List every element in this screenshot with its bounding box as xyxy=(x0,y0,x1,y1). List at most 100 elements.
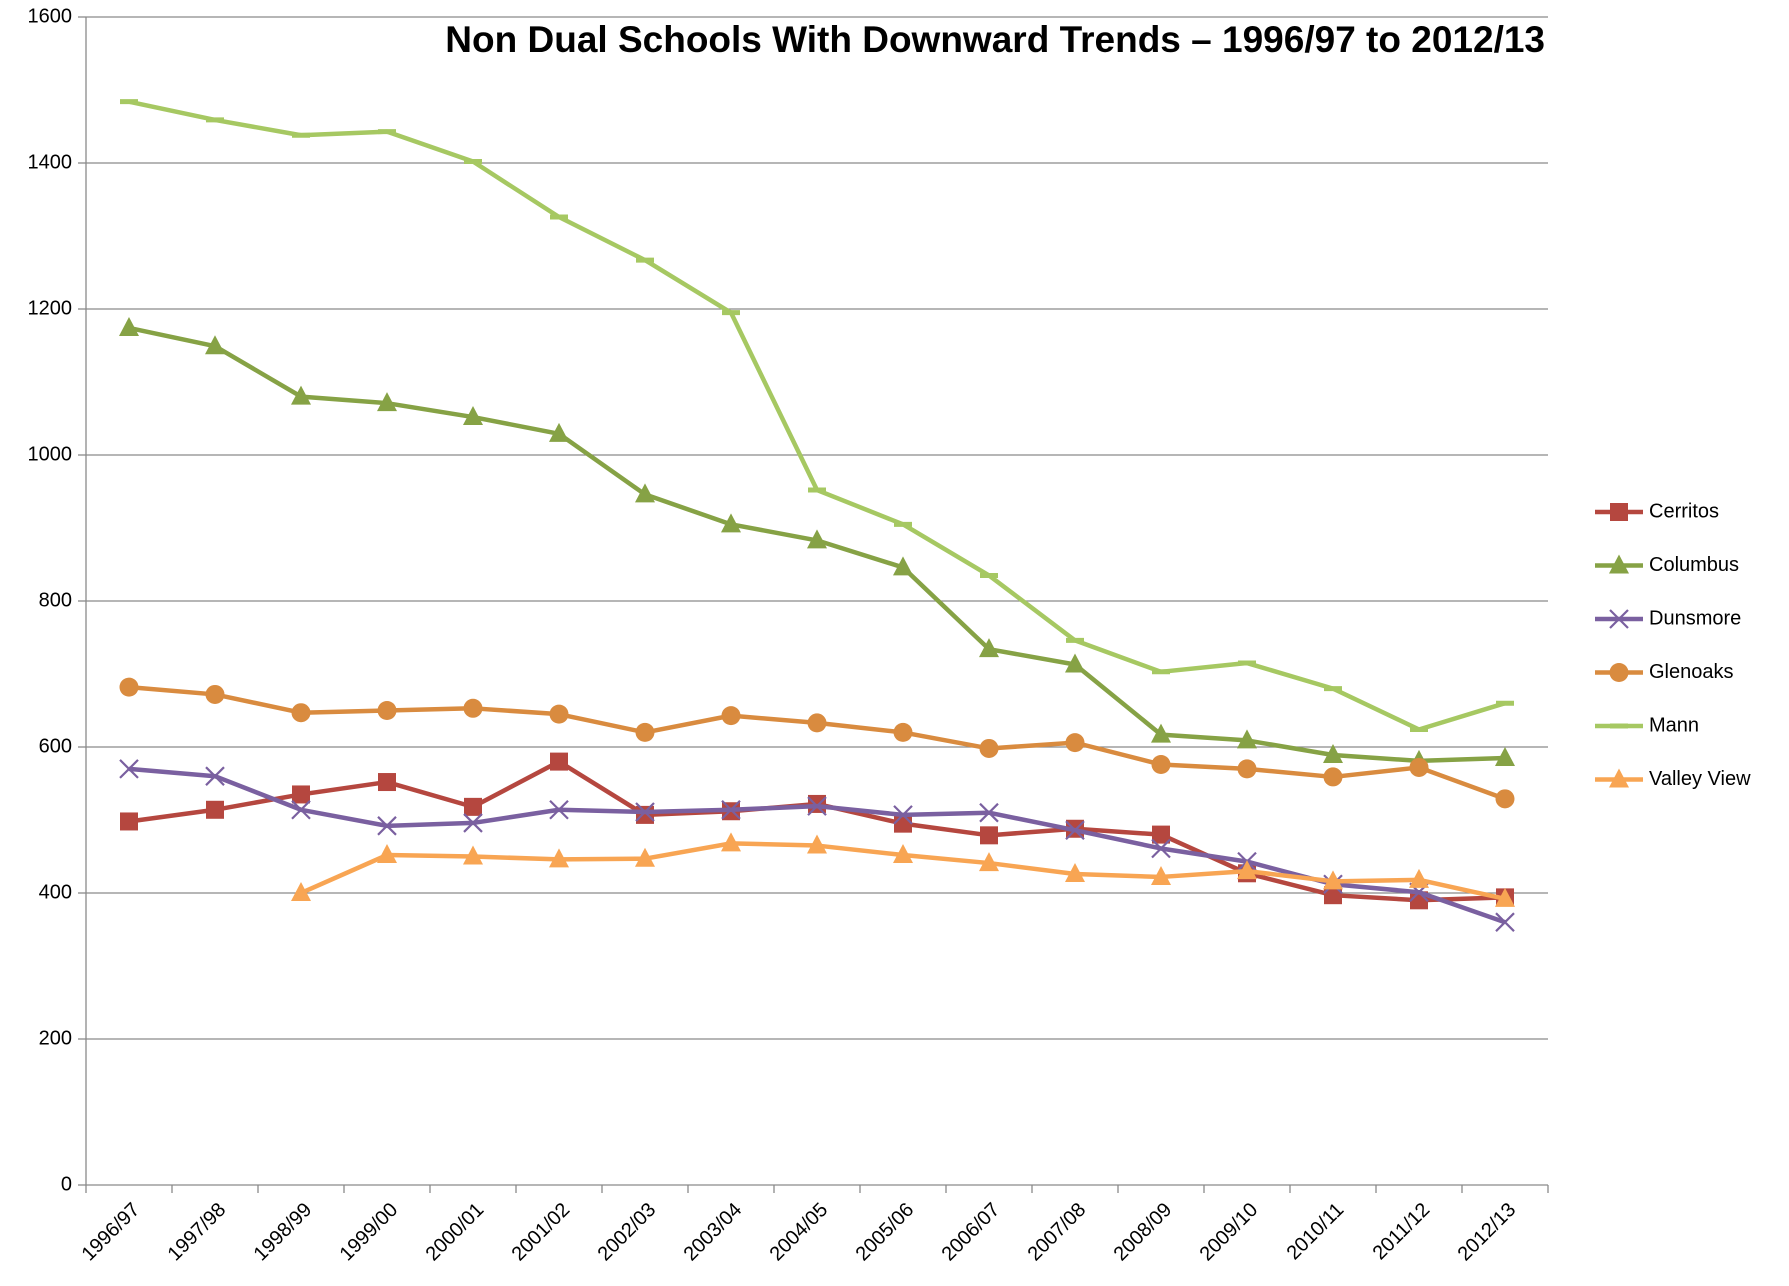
legend-label: Valley View xyxy=(1649,768,1751,790)
x-tick-label: 1996/97 xyxy=(78,1199,145,1266)
marker xyxy=(1151,755,1171,775)
marker xyxy=(1237,860,1257,880)
marker xyxy=(807,834,827,854)
marker xyxy=(807,713,827,733)
marker xyxy=(1152,825,1170,844)
marker xyxy=(635,847,655,867)
x-tick-label: 2003/04 xyxy=(680,1199,747,1266)
x-tick-label: 1997/98 xyxy=(164,1199,231,1266)
x-tick-label: 2007/08 xyxy=(1024,1199,1091,1266)
marker xyxy=(1495,887,1515,907)
marker xyxy=(549,422,569,442)
x-tick-label: 2012/13 xyxy=(1454,1199,1521,1266)
y-tick-label: 1000 xyxy=(28,443,73,465)
x-tick-label: 2009/10 xyxy=(1196,1199,1263,1266)
marker xyxy=(635,802,655,822)
marker xyxy=(1237,729,1257,749)
marker xyxy=(378,773,396,792)
marker xyxy=(119,316,139,336)
marker xyxy=(205,684,225,704)
marker xyxy=(721,832,741,852)
marker xyxy=(1495,912,1515,932)
y-tick-label: 200 xyxy=(39,1027,72,1049)
x-tick-label: 2005/06 xyxy=(852,1199,919,1266)
y-tick-label: 400 xyxy=(39,881,72,903)
y-tick-label: 800 xyxy=(39,589,72,611)
marker xyxy=(1151,838,1171,859)
x-tick-label: 1999/00 xyxy=(336,1199,403,1266)
marker xyxy=(979,852,999,872)
marker xyxy=(463,845,483,865)
marker xyxy=(463,406,483,426)
marker xyxy=(550,752,568,771)
marker xyxy=(635,483,655,503)
marker xyxy=(635,722,655,742)
x-tick-label: 2000/01 xyxy=(422,1199,489,1266)
marker xyxy=(291,800,311,820)
marker xyxy=(377,392,397,412)
marker xyxy=(292,785,310,804)
x-tick-label: 2006/07 xyxy=(938,1199,1005,1266)
chart-title: Non Dual Schools With Downward Trends – … xyxy=(445,19,1545,60)
x-tick-label: 2008/09 xyxy=(1110,1199,1177,1266)
marker xyxy=(205,766,225,786)
legend-marker xyxy=(1609,609,1629,629)
marker xyxy=(377,701,397,720)
marker xyxy=(119,677,139,697)
marker xyxy=(549,704,569,724)
marker xyxy=(549,800,569,820)
marker xyxy=(1323,767,1343,787)
marker xyxy=(893,556,913,576)
marker xyxy=(1065,733,1085,753)
marker xyxy=(979,802,999,823)
legend-label: Cerritos xyxy=(1649,500,1719,522)
legend-label: Dunsmore xyxy=(1649,607,1741,629)
marker xyxy=(291,385,311,405)
marker xyxy=(206,800,224,819)
legend-label: Columbus xyxy=(1649,554,1739,576)
legend-label: Glenoaks xyxy=(1649,661,1734,683)
marker xyxy=(893,722,913,742)
y-tick-label: 1600 xyxy=(28,5,73,27)
x-tick-label: 1998/99 xyxy=(250,1199,317,1266)
marker xyxy=(1151,865,1171,885)
marker xyxy=(1323,870,1343,890)
marker xyxy=(1065,653,1085,673)
x-tick-label: 2004/05 xyxy=(766,1199,833,1266)
legend-marker xyxy=(1609,554,1629,574)
legend-marker xyxy=(1609,768,1629,788)
marker xyxy=(1323,744,1343,764)
marker xyxy=(549,848,569,868)
marker xyxy=(807,529,827,549)
marker xyxy=(120,812,138,831)
marker xyxy=(1409,868,1429,888)
x-tick-label: 2002/03 xyxy=(594,1199,661,1266)
marker xyxy=(1065,863,1085,883)
legend-marker xyxy=(1610,503,1628,521)
y-tick-label: 1200 xyxy=(28,297,73,319)
marker xyxy=(377,816,397,836)
marker xyxy=(291,882,311,901)
x-tick-label: 2010/11 xyxy=(1283,1199,1349,1265)
marker xyxy=(377,844,397,864)
x-tick-label: 2001/02 xyxy=(508,1199,575,1266)
marker xyxy=(807,796,827,816)
x-tick-label: 2011/12 xyxy=(1369,1199,1435,1265)
y-tick-label: 1400 xyxy=(28,151,73,173)
marker xyxy=(894,814,912,833)
marker xyxy=(291,703,311,723)
series-line xyxy=(128,99,1506,732)
legend-marker xyxy=(1609,663,1629,682)
legend-label: Mann xyxy=(1649,714,1699,736)
marker xyxy=(636,805,654,824)
marker xyxy=(893,844,913,864)
marker xyxy=(1324,886,1342,905)
marker xyxy=(1065,820,1085,840)
marker xyxy=(1237,759,1257,779)
marker xyxy=(721,513,741,533)
marker xyxy=(205,335,225,355)
marker xyxy=(1151,723,1171,743)
series-line xyxy=(128,684,1506,801)
y-tick-label: 0 xyxy=(61,1173,72,1195)
